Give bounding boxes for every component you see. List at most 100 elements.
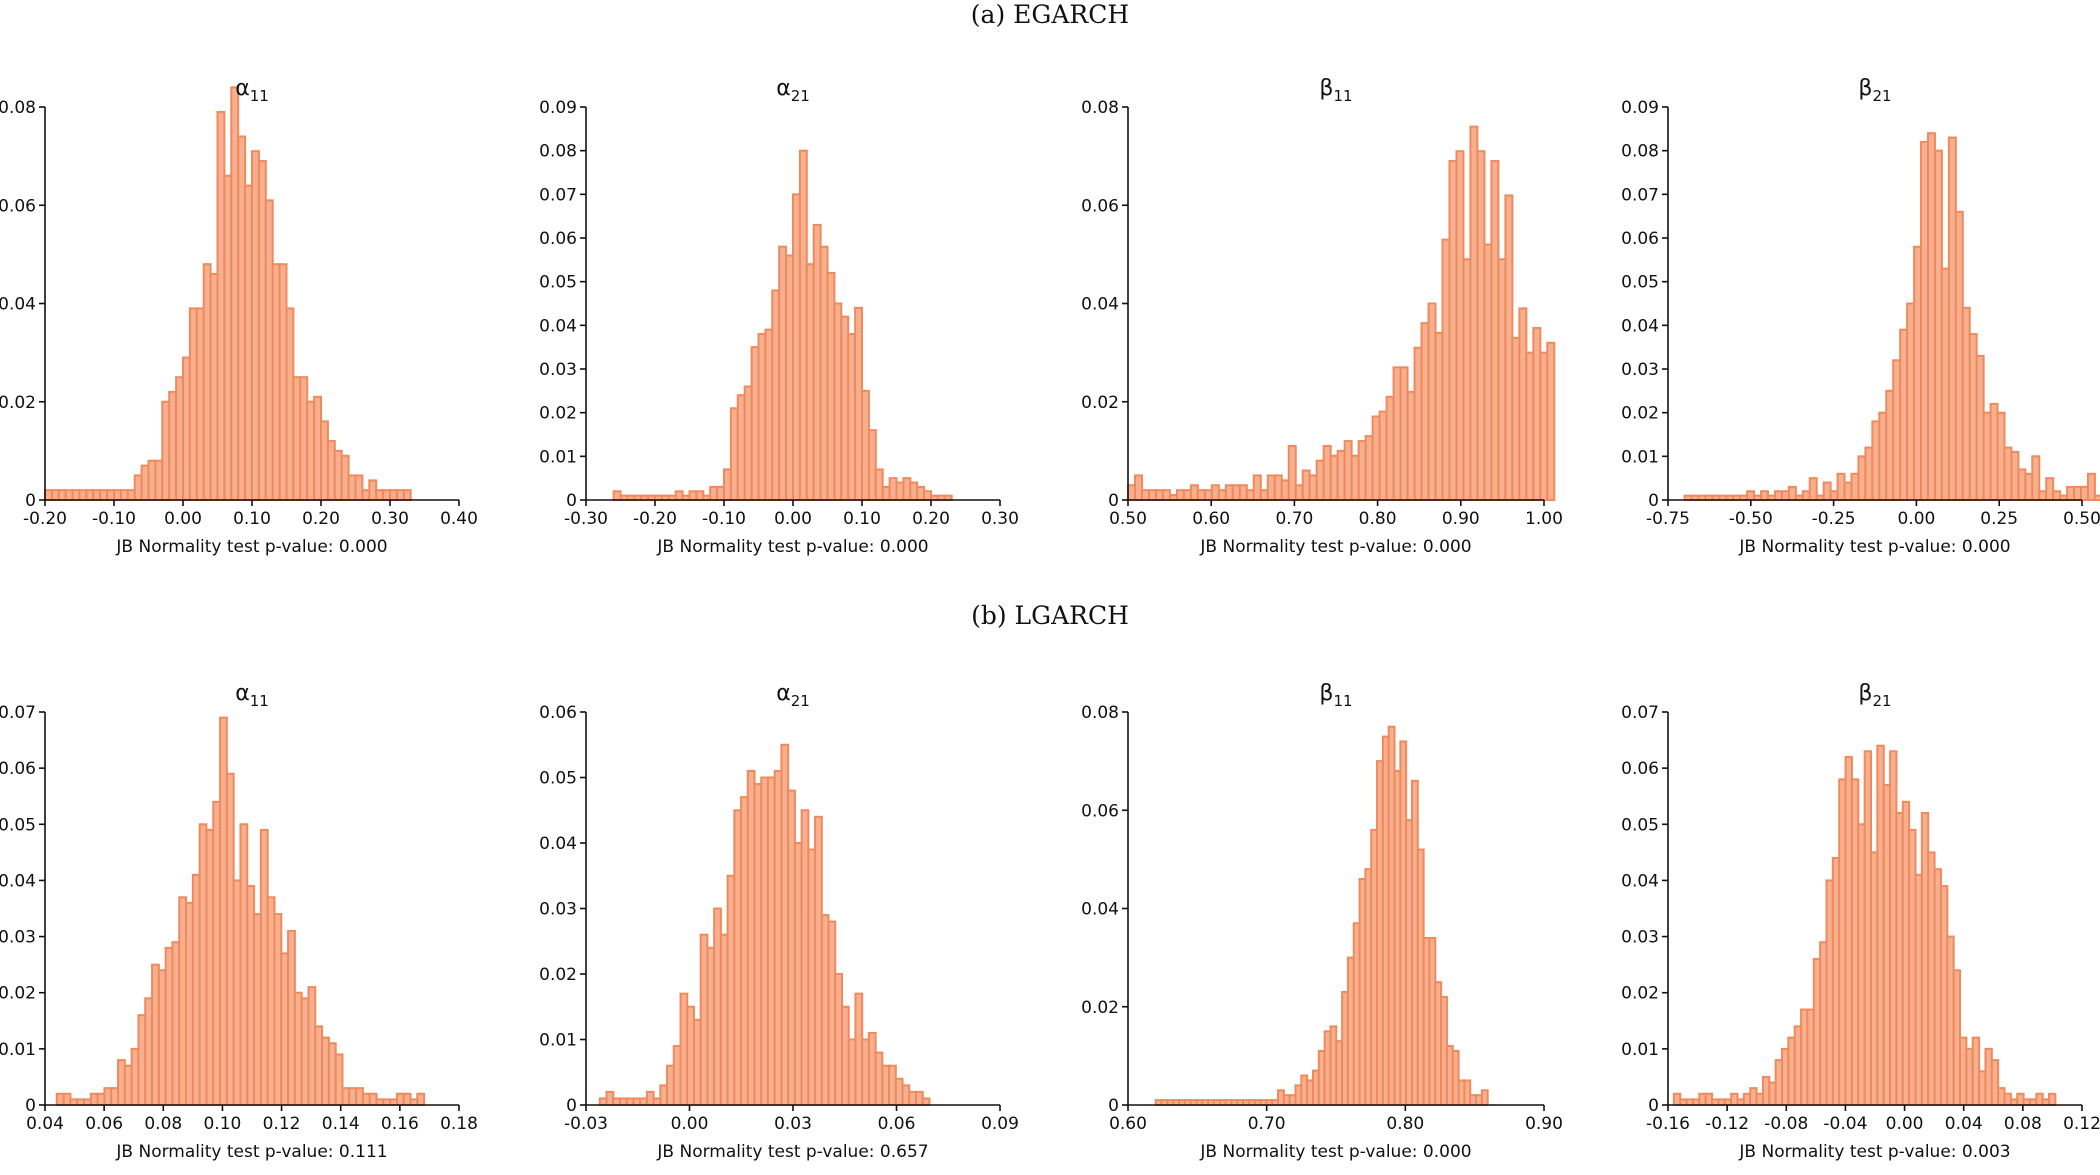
section-title-a: (a) EGARCH [970,0,1130,29]
histogram-bar [881,1064,891,1107]
x-tick-label: -0.10 [92,509,136,529]
histogram-bar [293,991,303,1107]
y-tick-label: 0.04 [1621,316,1659,336]
histogram-bar [1189,484,1199,502]
x-tick-label: 0.09 [981,1114,1019,1134]
histogram-bar [264,199,274,501]
histogram-bar [861,389,870,502]
histogram-bar [874,468,884,501]
histogram-bar [888,477,898,501]
histogram-bar [237,135,247,501]
histogram-bar [1940,267,1950,501]
y-tick-label: 0.06 [1081,801,1119,821]
histogram-bar [798,149,808,502]
histogram-bar [867,1031,877,1107]
jb-test-label: JB Normality test p-value: 0.000 [1738,537,2010,557]
x-tick-label: 0.00 [1886,1114,1924,1134]
histogram-bar [300,997,310,1107]
histogram-bar [692,1018,702,1107]
histogram-bar [157,969,167,1106]
x-tick-label: 0.10 [203,1114,241,1134]
histogram-bar [2093,494,2100,501]
x-tick-label: -0.12 [1705,1114,1749,1134]
histogram-bar [760,776,769,1106]
histogram-bar [71,489,81,501]
histogram-bar [867,429,877,501]
jb-test-label: JB Normality test p-value: 0.000 [656,537,928,557]
histogram-bar [62,1092,72,1106]
histogram-bar [834,973,843,1106]
y-tick-label: 0.06 [1621,759,1659,779]
histogram-bar [223,174,233,502]
x-tick-label: 0.70 [1248,1114,1286,1134]
histogram-bar [1273,474,1283,501]
y-tick-label: 0.02 [1621,984,1659,1004]
y-tick-label: 0.03 [539,900,577,920]
y-tick-label: 0 [566,1096,577,1116]
y-tick-label: 0.06 [0,196,36,216]
x-tick-label: -0.50 [1729,509,1773,529]
histogram-bar [632,1097,642,1107]
histogram-bar [753,783,763,1107]
histogram-bar [1441,238,1451,501]
y-tick-label: 0.07 [1621,703,1659,723]
histogram-bar [89,1092,99,1106]
histogram-bar [826,271,836,501]
histogram-bar [287,929,296,1107]
histogram-bar [1822,481,1832,501]
bars [612,149,953,502]
histogram-bar [1217,489,1227,501]
histogram-bar [820,914,830,1106]
panel-title: α11 [235,681,269,710]
x-tick-label: 0.80 [1359,509,1397,529]
y-tick-label: 0.03 [1621,928,1659,948]
histogram-bar [113,489,122,501]
jb-test-label: JB Normality test p-value: 0.000 [1199,1142,1471,1162]
histogram-bar [409,1098,419,1106]
histogram-bar [766,776,776,1106]
histogram-bar [1511,336,1521,502]
y-tick-label: 0.05 [539,273,577,293]
y-tick-label: 0.03 [539,360,577,380]
y-tick-label: 0.01 [1621,447,1659,467]
histogram-bar [1196,489,1206,501]
histogram-bar [285,307,295,501]
x-tick-label: 0.20 [912,509,950,529]
y-tick-label: 0.08 [1081,703,1119,723]
y-tick-label: 0.04 [0,871,36,891]
histogram-bar [659,1084,669,1107]
histogram-bar [182,356,191,501]
histogram-bar [854,306,864,501]
histogram-bar [389,1098,398,1106]
histogram-bar [840,315,850,501]
histogram-bar [902,477,912,501]
histogram-bar [320,420,329,501]
x-tick-label: 0.04 [1945,1114,1983,1134]
bars [1127,125,1556,502]
histogram-bar [652,1097,662,1107]
x-tick-label: -0.75 [1646,509,1690,529]
histogram-panel-8: -0.16 -0.12 -0.08 -0.04 0.00 0.04 0.08 0.12 0 0.0… [1621,681,2100,1162]
histogram-bar [1787,485,1797,501]
histogram-bar [1406,390,1416,501]
histogram-bar [106,489,115,501]
histogram-bar [1504,194,1514,502]
histogram-bar [1989,402,1999,501]
histogram-bar [881,485,891,501]
histogram-bar [605,1090,615,1106]
histogram-bar [147,459,157,502]
x-tick-label: 0.00 [671,1114,709,1134]
y-tick-label: 0 [25,491,36,511]
histogram-bar [1238,484,1248,502]
histogram-bar [348,1087,358,1106]
histogram-bar [672,1045,682,1106]
histogram-bar [78,489,88,501]
histogram-bar [103,1087,113,1106]
histogram-bar [1920,140,1929,502]
y-tick-label: 0 [1108,1096,1119,1116]
histogram-bar [1140,489,1150,501]
x-tick-label: 1.00 [1525,509,1563,529]
histogram-bar [1287,444,1297,501]
y-tick-label: 0.07 [1621,185,1659,205]
histogram-bar [847,333,857,502]
